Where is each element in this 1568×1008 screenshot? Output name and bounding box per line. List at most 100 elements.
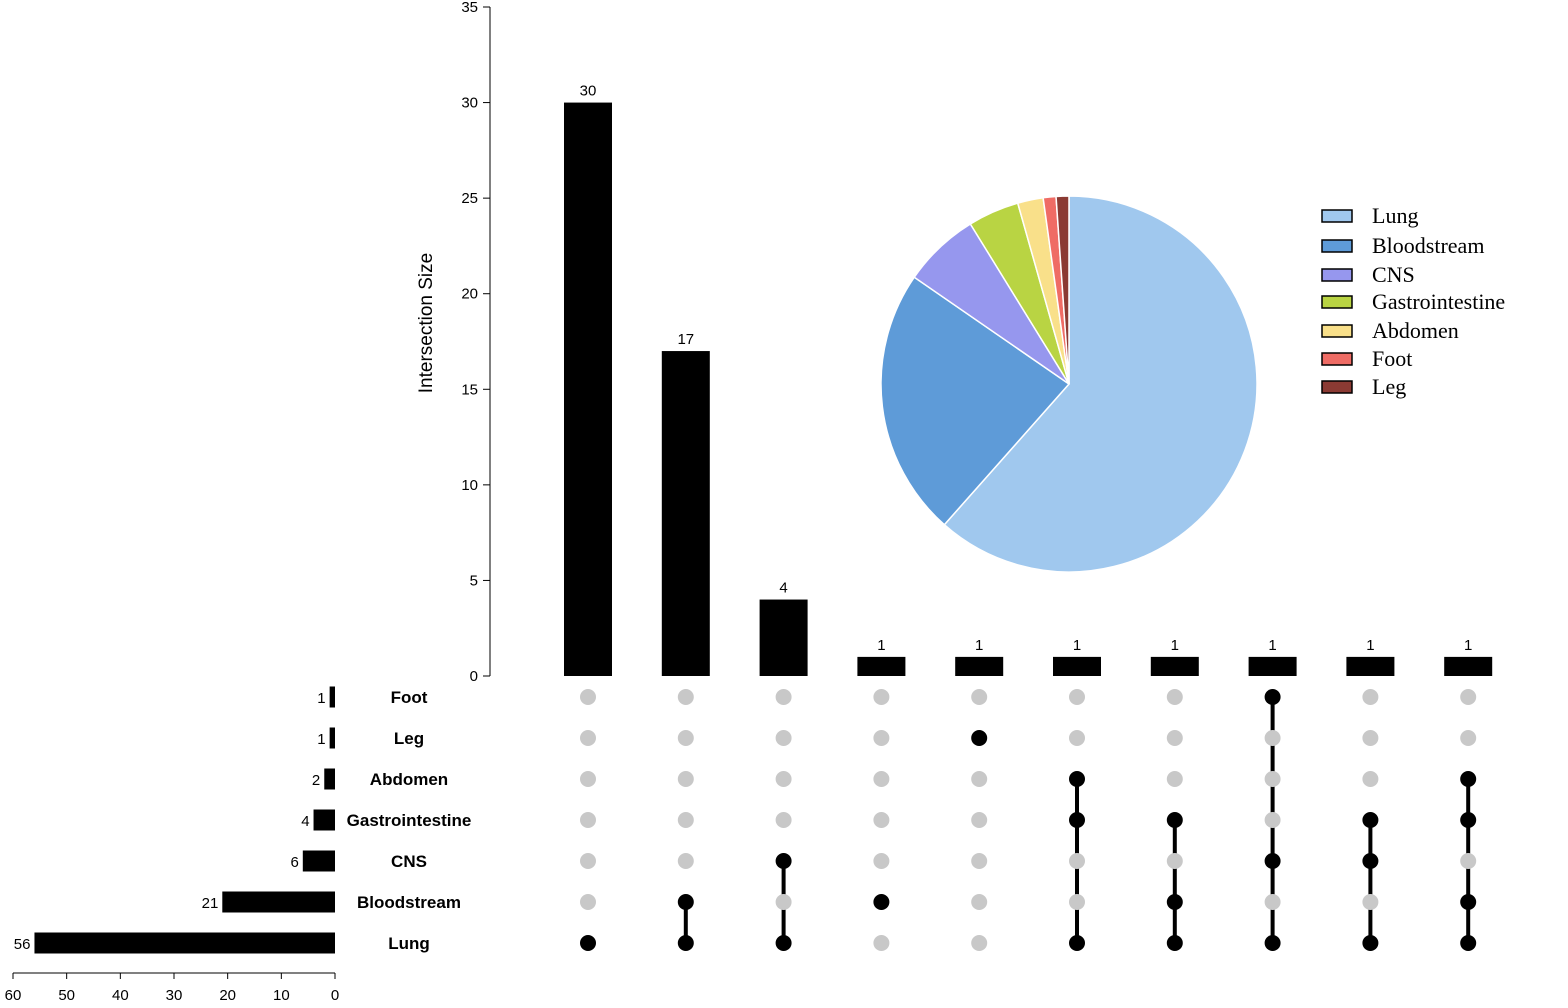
membership-dot-active bbox=[1166, 812, 1183, 828]
set-name-label: Bloodstream bbox=[357, 893, 461, 912]
membership-dot-inactive bbox=[873, 853, 890, 869]
membership-dot-inactive bbox=[580, 689, 596, 705]
intersection-bar bbox=[955, 656, 1004, 676]
intersection-bar-label: 1 bbox=[1268, 637, 1276, 654]
intersection-bar-label: 1 bbox=[1366, 637, 1374, 654]
membership-dot-inactive bbox=[1362, 771, 1379, 787]
set-size-tick-label: 20 bbox=[219, 987, 236, 1004]
intersection-bar bbox=[564, 102, 612, 677]
pie-slice bbox=[1055, 195, 1070, 385]
membership-dot-inactive bbox=[971, 935, 988, 951]
membership-dot-inactive bbox=[1166, 730, 1183, 746]
membership-dot-active bbox=[1264, 935, 1281, 951]
intersection-bar bbox=[1248, 656, 1297, 676]
set-size-label: 56 bbox=[14, 936, 31, 953]
set-size-label: 4 bbox=[301, 813, 309, 830]
membership-dot-active bbox=[971, 730, 988, 746]
set-size-label: 6 bbox=[290, 854, 298, 871]
set-size-bar bbox=[329, 727, 335, 749]
membership-dot-inactive bbox=[1460, 853, 1477, 869]
membership-dot-inactive bbox=[580, 730, 596, 746]
membership-dot-inactive bbox=[775, 812, 792, 828]
membership-dot-inactive bbox=[1166, 771, 1183, 787]
membership-dot-active bbox=[1460, 812, 1477, 828]
membership-dot-inactive bbox=[775, 771, 792, 787]
legend-label: Abdomen bbox=[1372, 318, 1459, 343]
intersection-bar-label: 4 bbox=[779, 580, 787, 597]
membership-dot-inactive bbox=[1069, 853, 1085, 869]
membership-dot-inactive bbox=[580, 853, 596, 869]
membership-dot-inactive bbox=[580, 894, 596, 910]
membership-dot-active bbox=[1069, 771, 1085, 787]
legend-label: Lung bbox=[1372, 203, 1418, 228]
legend-swatch bbox=[1321, 380, 1353, 394]
intersection-bar bbox=[1444, 656, 1493, 676]
y-tick-label: 30 bbox=[461, 95, 478, 112]
membership-dot-inactive bbox=[677, 730, 694, 746]
membership-dot-inactive bbox=[1069, 894, 1085, 910]
membership-dot-active bbox=[1069, 935, 1085, 951]
membership-dot-inactive bbox=[1166, 689, 1183, 705]
set-size-label: 1 bbox=[317, 731, 325, 748]
y-tick-label: 25 bbox=[461, 190, 478, 207]
intersection-matrix bbox=[580, 689, 1477, 951]
set-size-chart: 1 Foot 1 Leg 2 Abdomen 4 Gastrointestine 6 CNS 21 B… bbox=[5, 686, 471, 1004]
set-size-label: 1 bbox=[317, 690, 325, 707]
pie-chart bbox=[880, 195, 1258, 573]
legend-swatch bbox=[1321, 239, 1353, 253]
set-size-label: 21 bbox=[202, 895, 219, 912]
y-tick-label: 20 bbox=[461, 286, 478, 303]
set-size-tick-label: 60 bbox=[5, 987, 22, 1004]
membership-dot-inactive bbox=[677, 812, 694, 828]
membership-dot-inactive bbox=[1069, 730, 1085, 746]
set-size-bar bbox=[324, 768, 335, 790]
set-name-label: CNS bbox=[391, 852, 427, 871]
membership-dot-inactive bbox=[1362, 689, 1379, 705]
set-size-bar bbox=[313, 809, 335, 831]
intersection-bar-chart: 0 5 10 15 20 25 30 35 30 17 4 1 1 1 1 1 1 1 bbox=[461, 0, 1493, 685]
legend-swatch bbox=[1321, 295, 1353, 309]
set-name-label: Foot bbox=[391, 688, 428, 707]
y-tick-label: 35 bbox=[461, 0, 478, 16]
membership-dot-active bbox=[775, 853, 792, 869]
membership-dot-inactive bbox=[1460, 689, 1477, 705]
membership-dot-active bbox=[873, 894, 890, 910]
intersection-bar-label: 1 bbox=[1464, 637, 1472, 654]
pie-slice bbox=[880, 276, 1071, 526]
membership-dot-inactive bbox=[1362, 730, 1379, 746]
y-tick-label: 5 bbox=[470, 572, 478, 589]
membership-dot-active bbox=[1264, 689, 1281, 705]
membership-dot-inactive bbox=[775, 730, 792, 746]
membership-dot-active bbox=[1166, 935, 1183, 951]
membership-dot-inactive bbox=[677, 771, 694, 787]
legend-label: Foot bbox=[1372, 346, 1412, 371]
legend-swatch bbox=[1321, 209, 1353, 223]
membership-dot-inactive bbox=[677, 853, 694, 869]
legend-label: Bloodstream bbox=[1372, 233, 1484, 258]
membership-dot-inactive bbox=[873, 689, 890, 705]
membership-dot-inactive bbox=[873, 730, 890, 746]
set-size-tick-label: 50 bbox=[58, 987, 75, 1004]
y-tick-label: 0 bbox=[470, 668, 478, 685]
intersection-bar bbox=[1346, 656, 1395, 676]
pie-slice bbox=[943, 195, 1258, 573]
membership-dot-active bbox=[1460, 771, 1477, 787]
set-size-tick-label: 30 bbox=[166, 987, 183, 1004]
membership-dot-active bbox=[1069, 812, 1085, 828]
membership-dot-inactive bbox=[580, 812, 596, 828]
membership-dot-inactive bbox=[1264, 812, 1281, 828]
membership-dot-active bbox=[677, 894, 694, 910]
membership-dot-inactive bbox=[775, 894, 792, 910]
membership-dot-inactive bbox=[971, 853, 988, 869]
membership-dot-inactive bbox=[1069, 689, 1085, 705]
legend-swatch bbox=[1321, 268, 1353, 282]
membership-dot-active bbox=[1264, 853, 1281, 869]
membership-dot-inactive bbox=[1166, 853, 1183, 869]
set-size-tick-label: 0 bbox=[331, 987, 339, 1004]
intersection-bar bbox=[1053, 656, 1101, 676]
set-name-label: Leg bbox=[394, 729, 424, 748]
intersection-bar-label: 1 bbox=[1171, 637, 1179, 654]
legend-swatch bbox=[1321, 352, 1353, 366]
